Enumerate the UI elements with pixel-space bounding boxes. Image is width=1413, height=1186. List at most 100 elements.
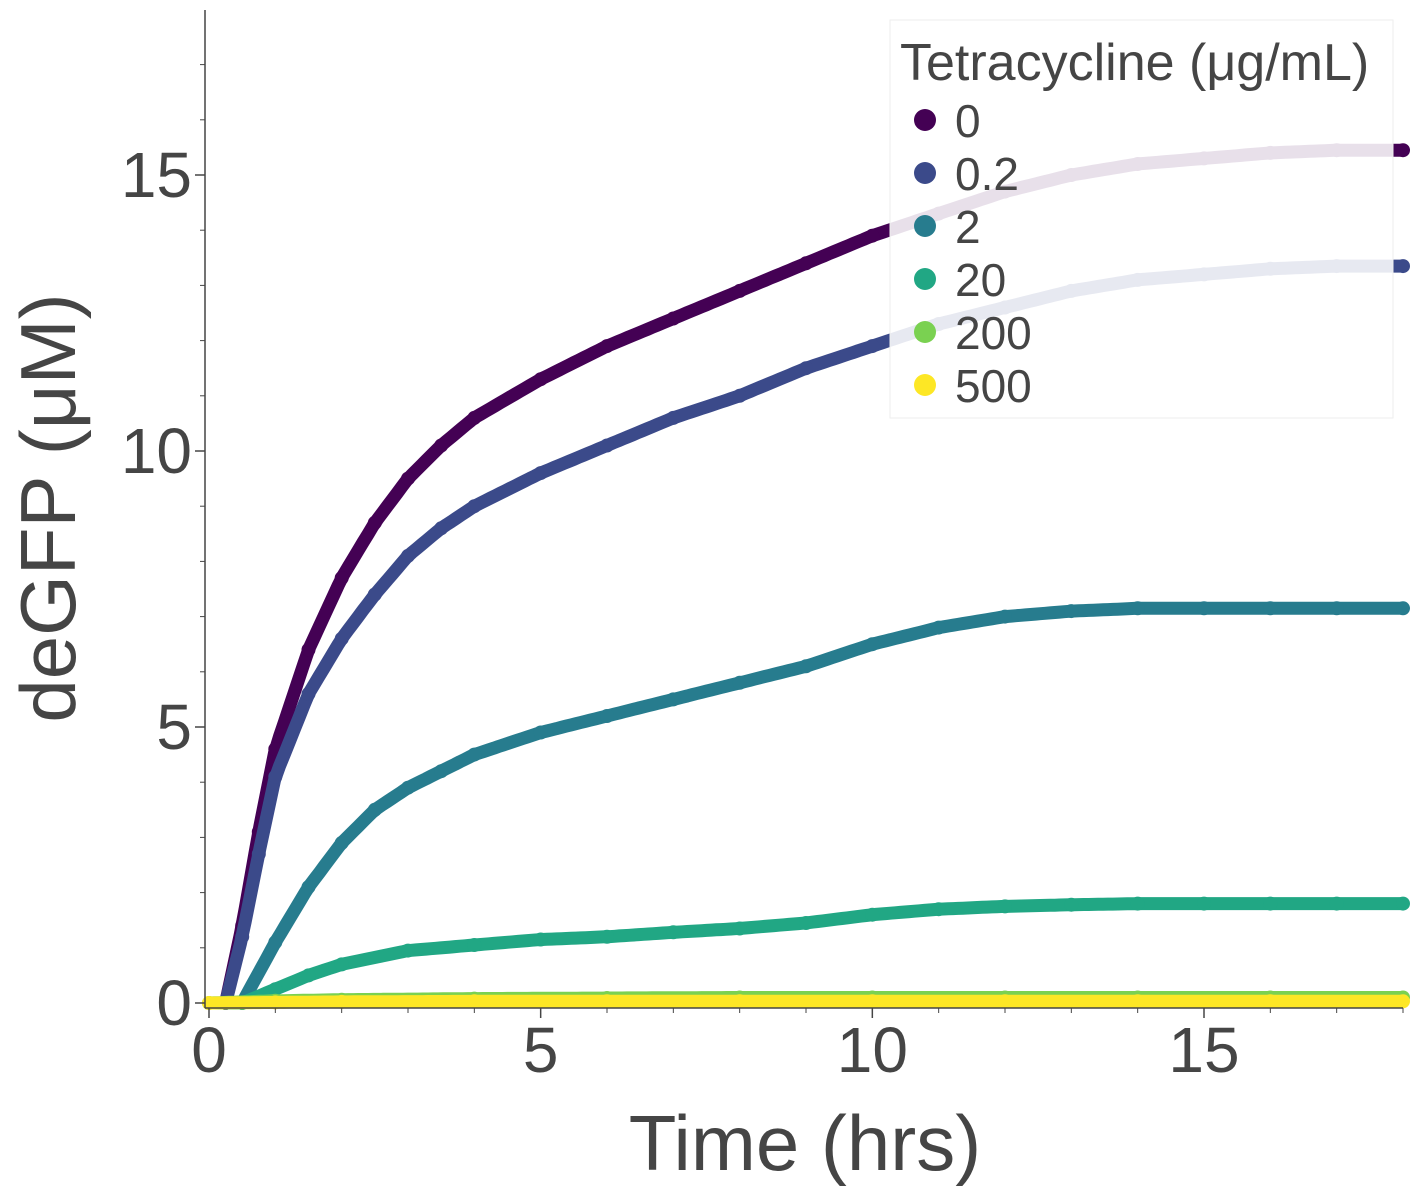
data-point (367, 515, 382, 530)
data-point (268, 935, 283, 950)
data-point (301, 642, 316, 657)
x-tick-label: 0 (191, 1014, 227, 1086)
data-point (799, 361, 813, 376)
data-point (732, 388, 747, 403)
data-point (865, 637, 880, 652)
data-point (998, 994, 1012, 1009)
legend-title: Tetracycline (μg/mL) (900, 34, 1369, 92)
legend-item-500: 500 (914, 360, 1032, 412)
legend-marker (914, 268, 936, 290)
data-point (600, 994, 614, 1009)
data-point (334, 631, 349, 646)
data-point (666, 925, 681, 940)
data-point (1263, 601, 1278, 616)
legend-marker (914, 321, 936, 343)
data-point (467, 747, 482, 762)
data-point (666, 410, 681, 425)
data-point (865, 339, 880, 354)
data-point (268, 995, 283, 1010)
data-point (732, 994, 747, 1009)
x-tick-label: 10 (837, 1014, 908, 1086)
data-point (367, 587, 382, 602)
legend-label: 20 (955, 254, 1006, 306)
data-point (865, 907, 880, 922)
data-point (865, 228, 880, 243)
data-point (334, 571, 349, 585)
data-point (1130, 896, 1145, 911)
data-point (1396, 994, 1410, 1009)
data-point (401, 548, 415, 563)
legend-label: 500 (955, 360, 1032, 412)
data-point (1064, 604, 1079, 619)
data-point (1329, 601, 1344, 616)
data-point (301, 968, 316, 983)
legend-label: 0 (955, 95, 981, 147)
y-tick-label: 0 (156, 967, 192, 1039)
data-point (600, 929, 614, 944)
legend-marker (914, 162, 936, 184)
y-tick-label: 5 (156, 691, 192, 763)
data-point (334, 835, 349, 850)
data-point (301, 686, 316, 701)
data-point (799, 659, 813, 674)
legend-marker (914, 109, 936, 131)
legend-marker (914, 374, 936, 396)
legend-label: 2 (955, 201, 981, 253)
data-point (434, 764, 449, 779)
data-point (1197, 601, 1211, 616)
data-point (799, 916, 813, 930)
data-point (367, 802, 382, 817)
data-point (1329, 896, 1344, 911)
data-point (251, 847, 266, 861)
data-point (467, 994, 482, 1009)
legend-item-0: 0 (914, 95, 981, 147)
legend-item-2: 2 (914, 201, 981, 253)
data-point (401, 471, 415, 486)
legend-item-20: 20 (914, 254, 1006, 306)
series-band-500 (202, 994, 1410, 1010)
data-point (467, 499, 482, 514)
y-tick-label: 15 (121, 139, 192, 211)
data-point (1396, 601, 1410, 616)
data-point (666, 311, 681, 326)
data-point (732, 283, 747, 298)
data-point (434, 521, 449, 536)
x-tick-label: 15 (1168, 1014, 1239, 1086)
series-20 (202, 896, 1410, 1010)
legend-label: 200 (955, 307, 1032, 359)
y-tick-label: 10 (121, 415, 192, 487)
data-point (533, 372, 548, 387)
data-point (401, 943, 415, 958)
data-point (533, 932, 548, 947)
legend-label: 0.2 (955, 148, 1019, 200)
data-point (1263, 994, 1278, 1009)
x-tick-label: 5 (523, 1014, 559, 1086)
y-axis-title: deGFP (μM) (4, 293, 92, 722)
data-point (600, 709, 614, 723)
data-point (1263, 896, 1278, 911)
plot-area (202, 143, 1410, 1010)
data-point (467, 938, 482, 952)
data-point (1396, 143, 1410, 158)
x-axis-title: Time (hrs) (629, 1099, 981, 1186)
data-point (533, 725, 548, 740)
data-point (931, 620, 946, 635)
data-point (799, 256, 813, 271)
legend-marker (914, 215, 936, 237)
data-point (467, 410, 482, 425)
data-point (1197, 896, 1211, 911)
data-point (998, 899, 1012, 914)
data-point (268, 769, 283, 784)
data-point (334, 994, 349, 1009)
data-point (533, 466, 548, 481)
data-point (334, 957, 349, 972)
data-point (401, 780, 415, 795)
legend-item-200: 200 (914, 307, 1032, 359)
data-point (600, 438, 614, 453)
legend-item-0.2: 0.2 (914, 148, 1019, 200)
data-point (1130, 601, 1145, 616)
data-point (998, 609, 1012, 624)
data-point (434, 438, 449, 453)
